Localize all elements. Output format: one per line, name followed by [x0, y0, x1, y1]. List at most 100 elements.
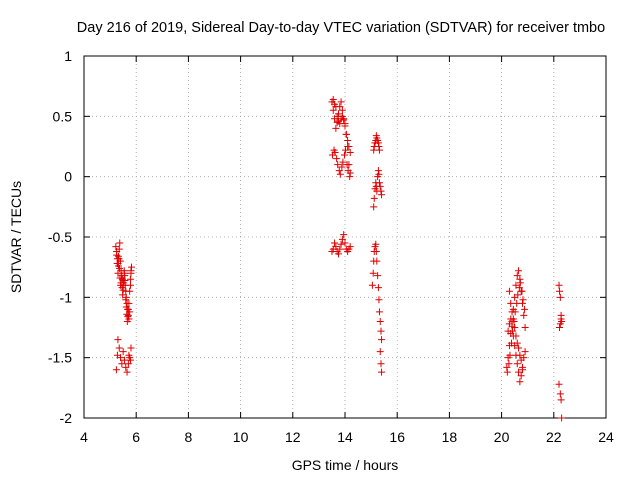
data-point	[515, 267, 523, 275]
data-point	[513, 360, 521, 368]
data-point	[556, 287, 564, 295]
y-axis-tick-labels: 1 0.5 0 -0.5 -1 -1.5 -2	[48, 48, 72, 426]
data-point	[521, 324, 529, 331]
data-point	[126, 356, 134, 364]
y-tick-label: 0.5	[53, 108, 73, 124]
data-point	[124, 305, 132, 313]
data-point	[337, 240, 345, 248]
data-point	[120, 276, 128, 284]
x-axis-label: GPS time / hours	[292, 457, 399, 473]
data-point	[340, 116, 348, 124]
data-point	[114, 336, 122, 344]
x-tick-label: 16	[389, 429, 405, 445]
data-point	[119, 291, 127, 299]
data-point	[337, 98, 345, 106]
data-point	[115, 245, 123, 253]
data-point	[120, 356, 128, 364]
data-point	[519, 296, 527, 304]
data-point	[558, 414, 566, 422]
data-point	[121, 272, 129, 280]
y-axis-label: SDTVAR / TECUs	[8, 181, 24, 293]
data-point	[124, 311, 132, 319]
data-point	[521, 348, 529, 356]
data-point	[518, 366, 526, 374]
data-point	[342, 146, 350, 154]
data-point	[556, 390, 564, 398]
data-point	[331, 239, 339, 247]
data-point	[125, 299, 133, 307]
data-point	[122, 363, 130, 371]
x-tick-label: 14	[337, 429, 353, 445]
data-point	[335, 167, 343, 175]
data-point	[375, 296, 383, 304]
data-point	[516, 351, 524, 359]
data-point	[119, 348, 127, 356]
data-point	[374, 272, 382, 280]
data-point	[555, 281, 563, 289]
data-point	[346, 243, 354, 251]
data-point	[333, 155, 341, 163]
data-point	[336, 245, 344, 253]
data-point	[515, 368, 523, 376]
data-point	[520, 311, 528, 319]
data-point	[340, 151, 348, 159]
data-point	[120, 267, 128, 275]
data-point	[374, 167, 382, 175]
data-point	[505, 360, 513, 368]
data-point	[373, 257, 381, 265]
chart-title: Day 216 of 2019, Sidereal Day-to-day VTE…	[77, 20, 605, 36]
data-point	[516, 279, 524, 287]
data-point	[513, 272, 521, 280]
data-point	[331, 149, 339, 157]
data-point	[556, 324, 564, 331]
y-tick-label: -1.5	[48, 350, 72, 366]
x-tick-label: 22	[546, 429, 562, 445]
data-point	[375, 143, 383, 150]
data-point	[338, 106, 346, 114]
data-point	[332, 124, 340, 132]
data-point	[521, 305, 529, 313]
data-point	[126, 287, 134, 295]
data-point	[377, 327, 385, 335]
data-point	[377, 187, 385, 195]
data-point	[514, 291, 522, 299]
data-point	[117, 354, 125, 362]
data-point	[513, 299, 521, 307]
data-point	[122, 296, 130, 304]
data-point	[370, 194, 378, 202]
data-point	[345, 161, 353, 169]
data-point	[344, 136, 352, 144]
data-point	[507, 299, 515, 307]
x-tick-label: 20	[494, 429, 510, 445]
data-point	[123, 317, 131, 325]
data-point	[339, 158, 347, 166]
data-point	[369, 269, 377, 277]
x-tick-label: 8	[185, 429, 193, 445]
data-point	[338, 235, 346, 243]
data-point	[112, 366, 120, 374]
data-point	[128, 263, 136, 271]
data-point	[126, 275, 134, 283]
data-point	[127, 344, 135, 352]
y-tick-label: 0	[64, 169, 72, 185]
data-point	[376, 348, 384, 356]
data-point	[368, 281, 376, 289]
data-point	[338, 112, 346, 120]
x-tick-label: 6	[132, 429, 140, 445]
data-point	[375, 308, 383, 316]
x-tick-label: 12	[285, 429, 301, 445]
data-point	[557, 396, 565, 404]
data-point	[512, 332, 520, 340]
data-point	[555, 380, 563, 388]
data-point	[375, 170, 383, 178]
data-point	[338, 163, 346, 171]
data-point	[518, 287, 526, 295]
data-point	[334, 250, 342, 258]
data-point	[503, 368, 511, 376]
x-tick-label: 18	[442, 429, 458, 445]
data-point	[121, 281, 129, 289]
x-tick-label: 24	[598, 429, 614, 445]
data-point	[556, 320, 564, 328]
data-point	[516, 378, 524, 386]
data-point	[506, 351, 514, 359]
